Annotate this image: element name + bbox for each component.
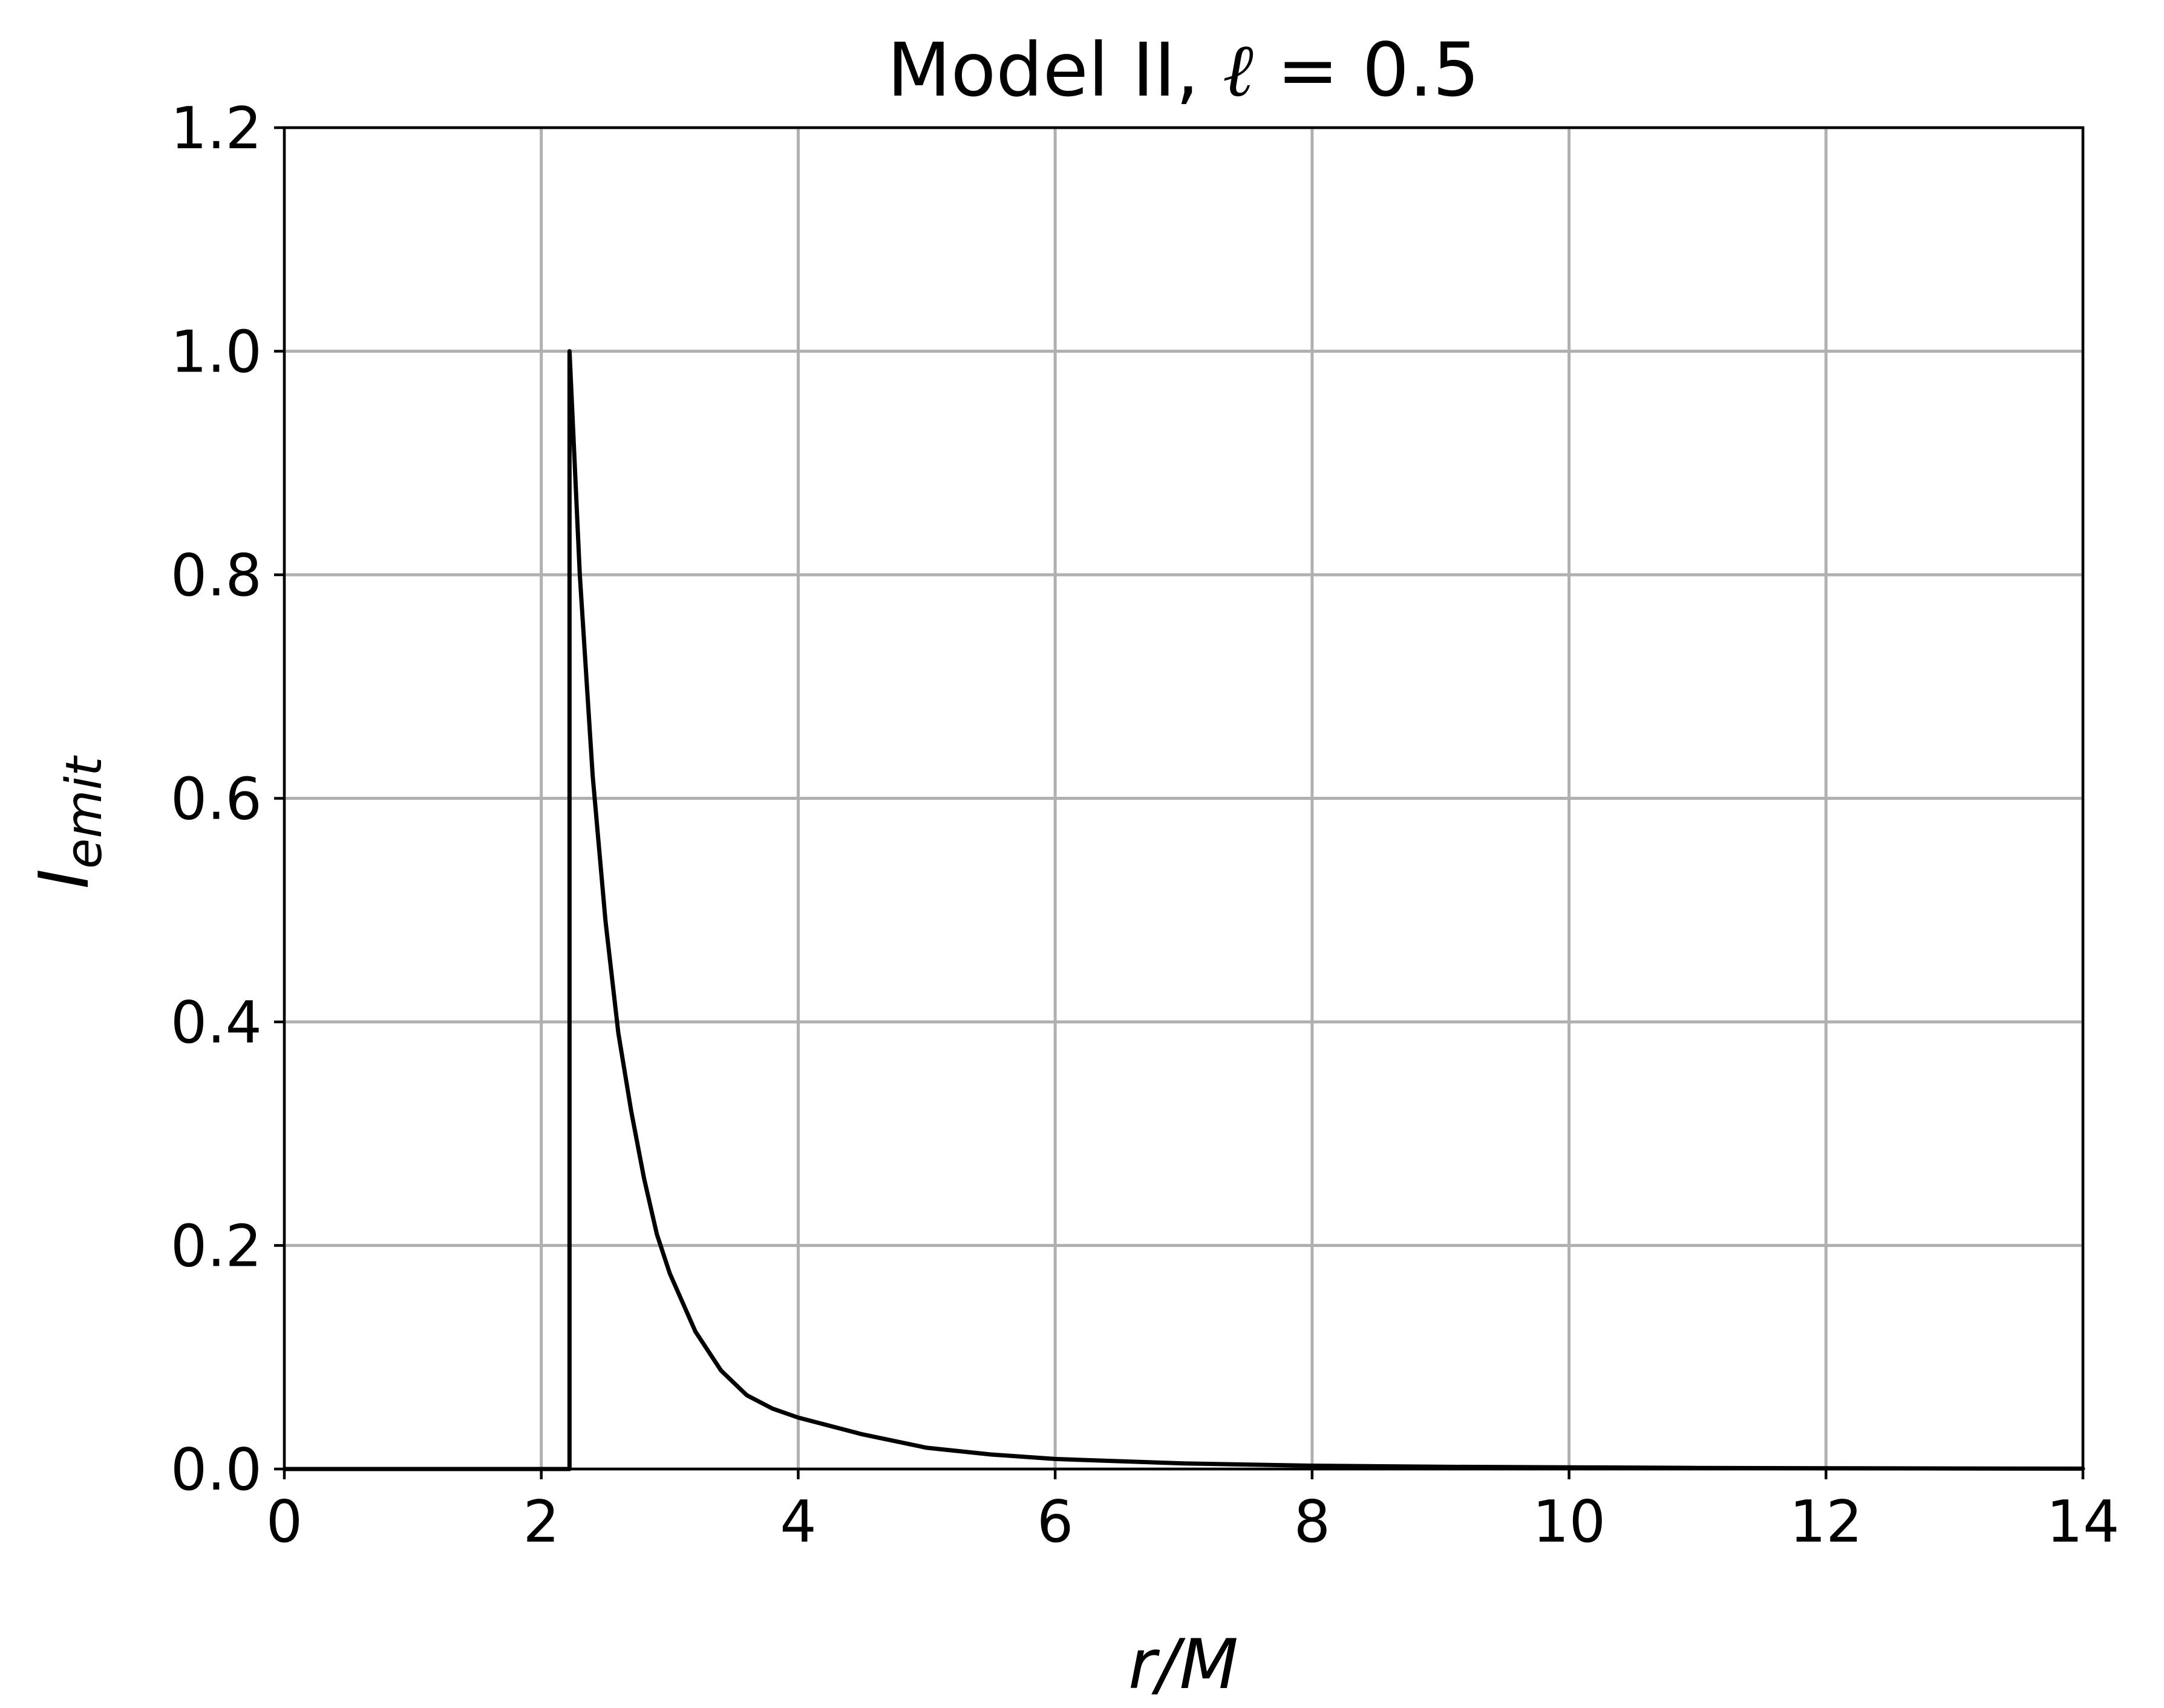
x-tick-label: 6 [1037, 1489, 1073, 1556]
title-prefix: Model II, [887, 27, 1223, 113]
y-tick-label: 1.2 [171, 96, 262, 162]
x-tick-label: 12 [1790, 1489, 1863, 1556]
y-tick-label: 0.8 [171, 543, 262, 609]
y-tick-label: 1.0 [171, 319, 262, 386]
data-series [282, 349, 2085, 1471]
x-tick-label: 10 [1532, 1489, 1606, 1556]
x-axis-label: r/M [1128, 1625, 1238, 1704]
title-suffix: = 0.5 [1254, 27, 1480, 113]
axis-ticks [274, 126, 2085, 1479]
y-tick-labels: 0.0 0.2 0.4 0.6 0.8 1.0 1.2 [171, 96, 262, 1503]
x-tick-label: 8 [1294, 1489, 1330, 1556]
y-axis-label-base: I [24, 869, 104, 889]
x-tick-labels: 0 2 4 6 8 10 12 14 [266, 1489, 2120, 1556]
y-tick-label: 0.6 [171, 767, 262, 833]
y-tick-label: 0.4 [171, 990, 262, 1056]
series-line [282, 349, 2085, 1471]
title-symbol: ℓ [1223, 27, 1254, 113]
x-tick-label: 2 [523, 1489, 559, 1556]
gridlines [283, 126, 2085, 1471]
x-tick-label: 4 [780, 1489, 816, 1556]
y-tick-label: 0.0 [171, 1437, 262, 1503]
chart-title: Model II, ℓ = 0.5 [887, 27, 1479, 113]
y-axis-label: Iemit [24, 755, 113, 889]
y-tick-label: 0.2 [171, 1214, 262, 1280]
x-tick-label: 14 [2047, 1489, 2120, 1556]
y-axis-label-subscript: emit [56, 755, 113, 869]
x-tick-label: 0 [266, 1489, 302, 1556]
